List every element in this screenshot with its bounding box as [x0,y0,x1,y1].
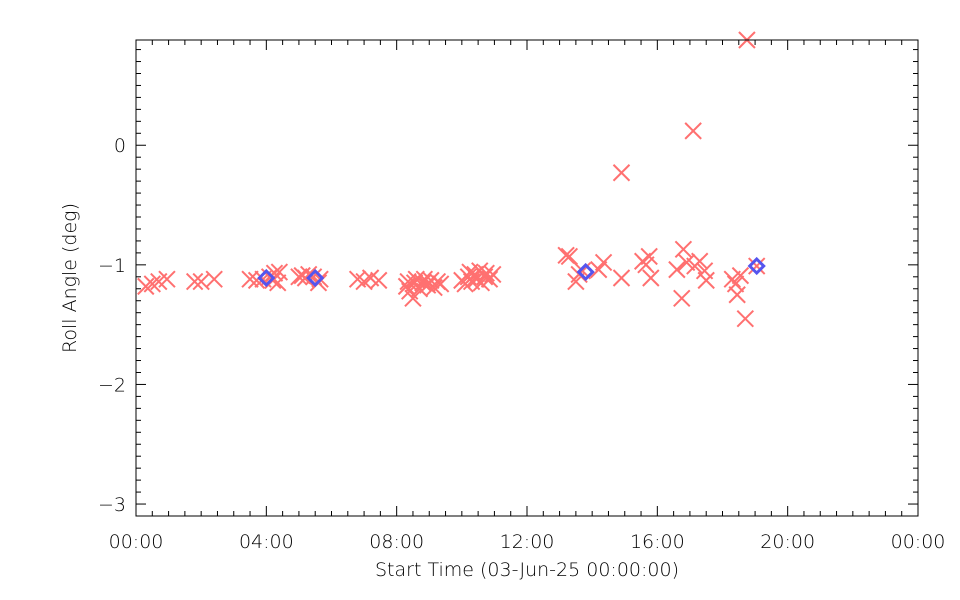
data-point-cross [290,268,308,286]
data-point-cross [477,264,495,282]
x-tick-label: 04:00 [239,531,294,553]
data-point-cross [557,246,575,264]
data-point-cross [241,270,259,288]
data-point-diamond [306,268,325,288]
data-point-cross [697,271,715,290]
data-point-cross [674,240,693,259]
data-point-cross [684,122,702,140]
cross-stroke [404,289,422,308]
cross-stroke [726,275,745,293]
y-axis-title: Roll Angle (deg) [59,203,81,353]
data-point-cross [480,270,499,288]
data-point-cross [185,272,204,291]
cross-stroke [684,122,702,140]
cross-stroke [594,253,613,272]
data-point-cross [726,275,745,293]
data-point-cross [731,266,750,285]
cross-stroke [370,271,388,290]
cross-stroke [557,246,575,264]
cross-stroke [677,253,696,272]
cross-stroke [612,269,631,287]
cross-stroke [418,276,437,294]
cross-stroke [185,272,204,291]
cross-stroke [736,309,755,328]
cross-stroke [143,275,161,293]
y-tick-label: −1 [98,255,126,277]
labels-layer: 00:00 04:00 08:00 12:00 16:00 20:00 00:00 −3 −2 −… [98,135,945,553]
data-point-cross [594,253,613,272]
cross-stroke [290,268,308,286]
x-axis-title: Start Time (03-Jun-25 00:00:00) [375,559,679,581]
cross-stroke [137,277,155,296]
cross-stroke [348,270,367,288]
cross-stroke [265,264,284,282]
data-point-cross [265,264,284,282]
x-tick-label: 00:00 [891,531,946,553]
marks-layer [137,31,766,328]
cross-stroke [642,269,660,287]
y-tick-label: −2 [98,374,126,396]
data-point-cross [143,275,161,293]
data-point-cross [640,247,658,266]
cross-stroke [241,270,259,288]
x-tick-label: 08:00 [369,531,424,553]
data-point-cross [673,289,691,308]
cross-stroke [484,265,502,284]
data-point-diamond [576,262,595,282]
data-point-diamond [257,268,276,288]
cross-stroke [480,270,499,288]
cross-stroke [560,247,579,266]
ticks-layer [135,40,919,517]
cross-stroke [299,265,318,284]
cross-stroke [158,270,176,288]
cross-stroke [422,271,440,290]
cross-stroke [690,252,709,270]
cross-stroke [673,289,691,308]
data-point-cross [642,269,660,287]
data-point-cross [484,265,502,284]
cross-stroke [477,264,495,282]
cross-stroke [668,260,686,279]
x-tick-label: 16:00 [630,531,685,553]
data-point-diamond [747,256,766,276]
cross-stroke [205,270,223,288]
y-tick-label: −3 [98,494,126,516]
data-point-cross [158,270,176,288]
cross-stroke [728,286,746,304]
data-point-cross [404,289,422,308]
cross-stroke [361,269,380,287]
data-point-cross [137,277,155,296]
cross-stroke [269,274,287,292]
data-point-cross [748,257,766,275]
x-tick-label: 20:00 [760,531,815,553]
data-point-cross [736,309,755,328]
cross-stroke [407,270,425,288]
cross-stroke [748,257,766,275]
cross-stroke [400,282,419,300]
data-point-cross [205,270,223,288]
data-point-cross [690,252,709,270]
cross-stroke [697,271,715,290]
cross-stroke [640,247,658,266]
cross-stroke [695,262,714,280]
data-point-cross [612,164,631,182]
data-point-cross [668,260,686,279]
x-tick-label: 12:00 [500,531,555,553]
cross-stroke [612,164,631,182]
data-point-cross [370,271,388,290]
y-tick-label: 0 [114,135,126,157]
cross-stroke [674,240,693,259]
data-point-cross [560,247,579,266]
cross-stroke [192,272,210,291]
cross-stroke [731,266,750,285]
data-point-cross [728,286,746,304]
x-tick-label: 00:00 [109,531,164,553]
data-point-cross [431,275,450,293]
cross-stroke [431,275,450,293]
data-point-cross [612,269,631,287]
cross-stroke [459,268,478,286]
